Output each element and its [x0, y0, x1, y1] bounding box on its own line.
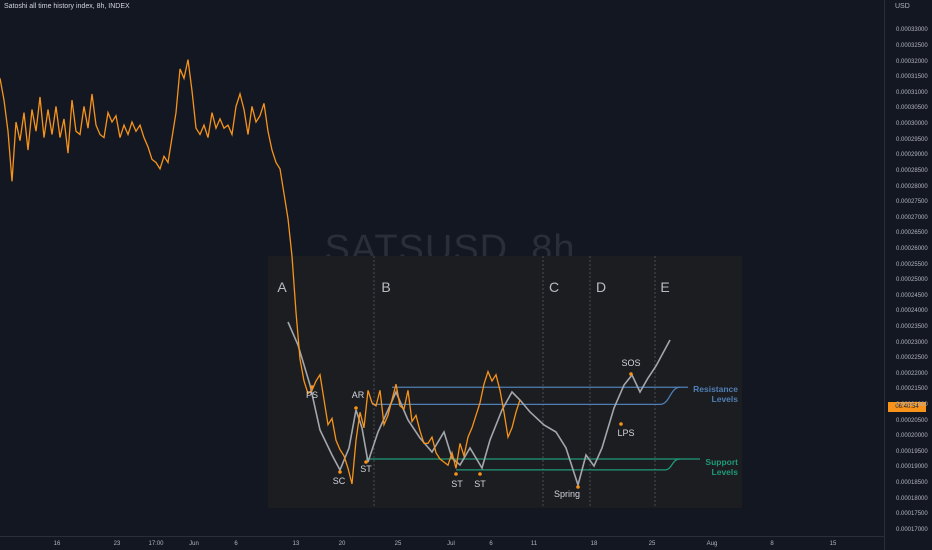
level-label: Levels: [712, 467, 739, 477]
y-tick-label: 0.00024500: [896, 292, 928, 299]
phase-label: B: [381, 279, 390, 295]
y-tick-label: 0.00029000: [896, 152, 928, 159]
y-tick-label: 0.00020000: [896, 433, 928, 440]
y-tick-label: 0.00018500: [896, 479, 928, 486]
x-tick-label: Jun: [189, 541, 199, 547]
y-tick-label: 0.00027000: [896, 214, 928, 221]
event-marker: [310, 385, 314, 389]
price-line: [0, 59, 521, 485]
resistance-line-lower: [372, 386, 681, 406]
y-tick-label: 0.00033000: [896, 27, 928, 34]
event-label: SOS: [621, 358, 640, 368]
y-tick-label: 0.00017000: [896, 526, 928, 533]
level-label: Support: [705, 457, 738, 467]
level-label: Resistance: [693, 384, 738, 394]
currency-label: USD: [895, 3, 910, 10]
event-label: Spring: [554, 489, 580, 499]
y-tick-label: 0.00031000: [896, 89, 928, 96]
event-marker: [338, 470, 342, 474]
chart-title: Satoshi all time history index, 8h, INDE…: [4, 3, 130, 10]
time-axis[interactable]: [0, 536, 884, 537]
y-tick-label: 0.00028500: [896, 167, 928, 174]
event-label: ST: [474, 479, 486, 489]
level-label: Levels: [712, 394, 739, 404]
y-tick-label: 0.00030500: [896, 105, 928, 112]
y-tick-label: 0.00018000: [896, 495, 928, 502]
x-tick-label: 6: [489, 541, 493, 547]
wyckoff-schematic-line: [287, 321, 671, 488]
x-tick-label: Aug: [706, 541, 718, 547]
y-tick-label: 0.00024000: [896, 308, 928, 315]
y-tick-label: 0.00019000: [896, 464, 928, 471]
x-tick-label: 13: [292, 541, 300, 547]
x-tick-label: 25: [394, 541, 402, 547]
event-label: SC: [333, 476, 346, 486]
event-label: ST: [451, 479, 463, 489]
phase-label: D: [596, 279, 606, 295]
y-tick-label: 0.00031500: [896, 74, 928, 81]
x-tick-label: 8: [770, 541, 774, 547]
y-tick-label: 0.00017500: [896, 511, 928, 518]
y-tick-label: 0.00022000: [896, 370, 928, 377]
y-tick-label: 0.00030000: [896, 121, 928, 128]
y-tick-label: 0.00029500: [896, 136, 928, 143]
x-tick-label: 23: [113, 541, 121, 547]
last-price-tag: 06:40:54: [888, 402, 926, 412]
y-tick-label: 0.00023500: [896, 323, 928, 330]
y-tick-label: 0.00025000: [896, 277, 928, 284]
y-tick-label: 0.00025500: [896, 261, 928, 268]
support-line-lower: [456, 458, 681, 471]
x-tick-label: 18: [590, 541, 598, 547]
y-tick-label: 0.00027500: [896, 199, 928, 206]
y-tick-label: 0.00021500: [896, 386, 928, 393]
event-marker: [478, 472, 482, 476]
x-tick-label: 20: [338, 541, 346, 547]
phase-label: C: [549, 279, 559, 295]
phase-label: A: [277, 279, 287, 295]
y-tick-label: 0.00026000: [896, 245, 928, 252]
x-tick-label: Jul: [447, 541, 455, 547]
y-tick-label: 0.00023000: [896, 339, 928, 346]
y-tick-label: 0.00032000: [896, 58, 928, 65]
event-marker: [576, 485, 580, 489]
x-tick-label: 11: [530, 541, 538, 547]
event-label: ST: [360, 464, 372, 474]
event-label: LPS: [617, 428, 634, 438]
x-tick-label: 15: [829, 541, 837, 547]
x-tick-label: 17:00: [148, 541, 164, 547]
event-marker: [364, 460, 368, 464]
event-label: PS: [306, 390, 318, 400]
x-tick-label: 25: [648, 541, 656, 547]
event-marker: [454, 472, 458, 476]
event-marker: [354, 406, 358, 410]
y-tick-label: 0.00021000: [896, 401, 928, 408]
price-axis[interactable]: [884, 0, 932, 550]
x-tick-label: 6: [234, 541, 238, 547]
event-marker: [629, 372, 633, 376]
y-tick-label: 0.00022500: [896, 355, 928, 362]
event-label: AR: [352, 390, 365, 400]
y-tick-label: 0.00026500: [896, 230, 928, 237]
x-tick-label: 16: [53, 541, 61, 547]
y-tick-label: 0.00032500: [896, 43, 928, 50]
y-tick-label: 0.00019500: [896, 448, 928, 455]
y-tick-label: 0.00028000: [896, 183, 928, 190]
phase-label: E: [660, 279, 669, 295]
y-tick-label: 0.00020500: [896, 417, 928, 424]
event-marker: [619, 422, 623, 426]
